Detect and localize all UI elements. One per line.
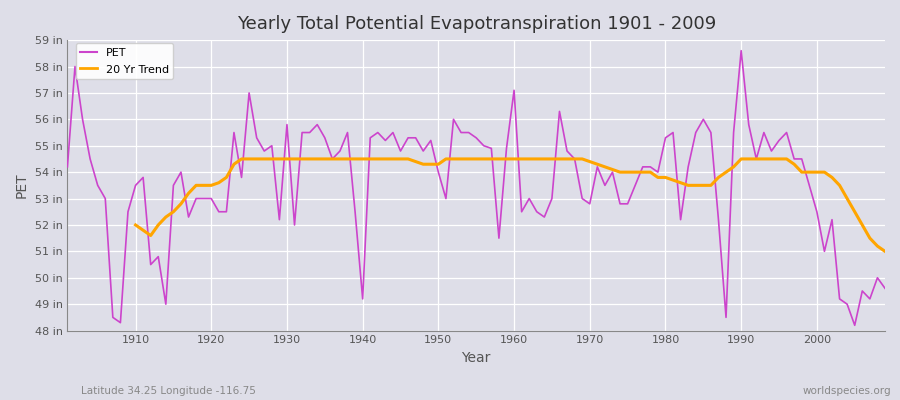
X-axis label: Year: Year: [462, 351, 490, 365]
Text: Latitude 34.25 Longitude -116.75: Latitude 34.25 Longitude -116.75: [81, 386, 256, 396]
Text: worldspecies.org: worldspecies.org: [803, 386, 891, 396]
Y-axis label: PET: PET: [15, 172, 29, 198]
Legend: PET, 20 Yr Trend: PET, 20 Yr Trend: [76, 43, 173, 79]
Title: Yearly Total Potential Evapotranspiration 1901 - 2009: Yearly Total Potential Evapotranspiratio…: [237, 15, 716, 33]
